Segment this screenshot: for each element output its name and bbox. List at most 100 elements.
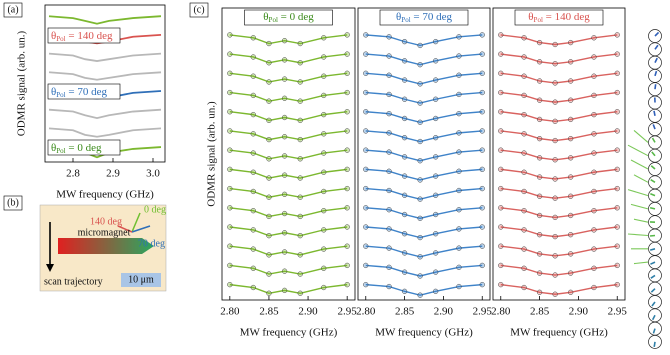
data-point <box>266 213 272 220</box>
data-point <box>498 32 504 38</box>
x-tick-label: 2.90 <box>569 306 589 318</box>
annotation-text: = 70 deg <box>411 11 453 23</box>
data-point <box>521 227 527 233</box>
trace <box>365 264 483 277</box>
data-point <box>250 54 256 60</box>
data-point <box>250 188 256 195</box>
field-arrow <box>627 233 649 237</box>
data-point <box>386 91 392 98</box>
data-point <box>363 109 369 115</box>
data-point <box>567 97 574 103</box>
data-point <box>386 245 392 251</box>
data-point <box>567 270 574 276</box>
trace <box>229 130 348 141</box>
angle-arrow <box>131 212 141 233</box>
data-point <box>266 40 272 47</box>
data-point <box>479 262 485 269</box>
data-point <box>227 89 233 96</box>
data-point <box>591 246 597 252</box>
data-point <box>614 166 620 173</box>
data-point <box>401 96 408 102</box>
data-point <box>363 147 369 153</box>
trace <box>229 187 348 198</box>
data-point <box>614 32 620 38</box>
data-point <box>456 111 462 117</box>
spin-arrow <box>653 341 656 347</box>
data-point <box>536 155 543 161</box>
data-point <box>250 35 256 41</box>
data-point <box>386 207 392 213</box>
spin-arrow <box>650 261 656 265</box>
annotation-sub: Pol <box>534 16 543 24</box>
data-point <box>227 224 233 230</box>
annotation: θPol = 140 deg <box>51 30 113 43</box>
data-point <box>401 250 408 256</box>
data-point <box>614 89 620 96</box>
data-point <box>456 72 462 78</box>
trace <box>48 52 162 62</box>
data-point <box>281 134 288 140</box>
data-point <box>498 243 504 249</box>
angle-label: 140 deg <box>90 216 122 227</box>
trace <box>365 283 483 296</box>
trace <box>48 127 162 138</box>
trace <box>229 283 348 295</box>
trace <box>500 168 618 180</box>
data-point <box>417 100 423 106</box>
data-point <box>281 153 288 159</box>
data-point <box>591 188 597 195</box>
data-point <box>567 39 574 46</box>
data-point <box>521 169 527 175</box>
data-point <box>479 128 485 134</box>
data-point <box>250 150 256 156</box>
data-point <box>614 281 620 288</box>
data-point <box>386 111 392 117</box>
data-point <box>498 89 504 96</box>
data-point <box>363 262 369 269</box>
data-point <box>614 128 620 134</box>
trace <box>229 226 348 237</box>
data-point <box>386 130 392 136</box>
data-point <box>498 205 504 211</box>
trace <box>365 111 483 124</box>
data-point <box>432 96 439 102</box>
data-point <box>432 269 439 275</box>
data-point <box>363 281 369 288</box>
data-point <box>456 168 462 174</box>
data-point <box>536 212 543 219</box>
data-point <box>456 53 462 59</box>
data-point <box>521 284 527 291</box>
spin-arrow <box>650 165 656 170</box>
data-point <box>479 166 485 173</box>
title-box <box>379 9 469 26</box>
angle-label: 70 deg <box>138 238 165 249</box>
data-point <box>386 226 392 232</box>
data-point <box>401 192 408 198</box>
data-point <box>321 246 327 252</box>
spin-arrow <box>651 301 656 307</box>
data-point <box>321 150 327 156</box>
data-point <box>227 166 233 173</box>
data-point <box>552 272 558 278</box>
data-point <box>567 155 574 161</box>
spin-arrow <box>654 84 657 90</box>
data-point <box>432 135 439 141</box>
data-point <box>297 232 303 239</box>
data-point <box>591 35 597 41</box>
annotation-sub: Pol <box>401 16 410 24</box>
data-point <box>521 111 527 118</box>
data-point <box>417 42 423 49</box>
spin-arrow <box>651 314 656 321</box>
trace <box>365 34 483 47</box>
trace <box>229 245 348 256</box>
data-point <box>266 232 272 239</box>
data-point <box>344 262 350 269</box>
spin-arrow <box>649 234 656 237</box>
data-point <box>536 174 543 180</box>
plot-frame <box>357 7 491 301</box>
trace <box>229 168 348 179</box>
panel-label-box <box>3 195 23 211</box>
data-point <box>363 51 369 57</box>
data-point <box>227 205 233 211</box>
spin-arrow <box>651 151 656 157</box>
